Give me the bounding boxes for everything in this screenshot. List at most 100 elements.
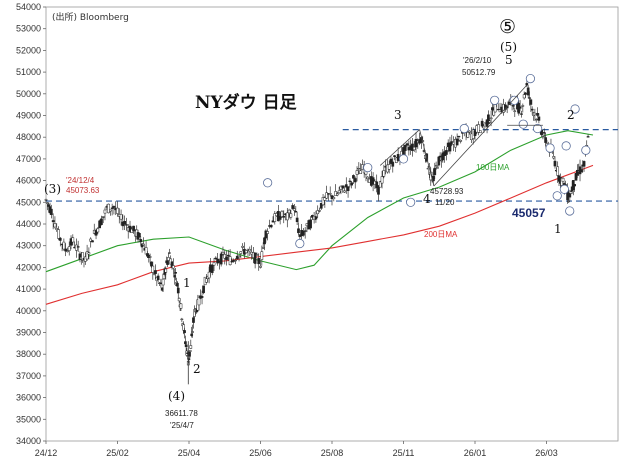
candle-body [336,193,339,196]
candle-body [239,251,243,254]
plot-frame [45,6,619,442]
candle-body [103,209,107,214]
circled-marker [561,141,571,151]
circled-markers [263,74,591,249]
y-tick-label: 53000 [16,24,41,34]
x-axis: 24/12 25/02 25/04 25/06 25/08 25/11 26/01 26/03 [35,441,558,458]
candle-body [205,278,208,283]
circled-marker [509,95,519,105]
candle-body [377,185,380,195]
candle-body [138,233,141,238]
y-grid [45,6,619,442]
x-tick-label: 24/12 [35,448,58,458]
candle-body [586,136,590,138]
candle-body [344,184,348,188]
y-tick-label: 51000 [16,67,41,77]
candle-body [101,216,105,218]
candle-body [580,169,583,173]
circled-marker [263,178,273,188]
candle-body [521,105,525,107]
candle-body [302,231,305,236]
candle-body [189,345,193,349]
x-tick-label: 26/03 [535,448,558,458]
candle-body [187,358,191,361]
y-tick-label: 47000 [16,154,41,164]
candle-body [436,167,439,169]
candle-body [94,230,98,236]
candle-body [389,158,393,164]
wave-label-5: (5) [500,40,517,54]
candle-body [582,161,586,167]
candle-body [62,241,66,250]
candle-body [480,120,484,127]
candle-body [482,125,486,129]
candle-body [179,303,183,309]
candle-body [58,237,62,241]
circled-marker [363,162,373,173]
candle-body [343,190,346,193]
candle-body [513,110,517,112]
candle-body [210,264,214,273]
candle-body [257,258,261,265]
candle-body [393,155,396,157]
candle-body [294,211,298,213]
low-2025-value: 36611.78 [165,409,198,418]
sub-wave-2-label: 2 [193,362,201,376]
candle-body [448,142,452,152]
x-tick-label: 25/06 [249,448,272,458]
candle-body [328,193,332,195]
candle-body [207,271,211,279]
candle-body [248,249,252,252]
trend-lines [379,84,543,187]
candle-body [466,132,470,138]
candle-body [66,250,69,253]
candle-body [172,265,175,269]
sub-wave-2b-label: 2 [567,108,575,122]
candle-body [226,254,230,257]
y-tick-label: 38000 [16,349,41,359]
candle-body [255,254,259,256]
candle-body [387,164,391,170]
candle-body [119,214,123,220]
candle-body [45,202,49,204]
candle-body [350,182,354,186]
candle-body [437,156,441,166]
candle-body [341,185,345,189]
candle-body [348,180,352,182]
candle-body [144,247,148,255]
y-tick-label: 54000 [16,2,41,12]
candle-body [128,225,132,232]
candle-body [110,207,114,209]
candle-body [316,210,320,215]
candle-body [477,124,480,133]
candle-body [412,146,416,151]
candle-body [51,220,55,223]
candle-body [148,256,152,258]
candle-body [438,155,442,158]
circled-marker [295,238,305,249]
candle-body [112,206,116,208]
candle-body [53,223,57,228]
candle-body [319,202,323,209]
moving-average-lines [45,130,594,305]
ma200-label: 200日MA [424,230,458,239]
trend-line [433,84,528,187]
y-tick-label: 42000 [16,262,41,272]
mid-low-value: 45728.93 [430,187,464,196]
candle-body [473,130,477,136]
candle-body [569,191,573,194]
candle-body [520,113,523,115]
candle-body [219,253,223,265]
candle-body [488,120,492,123]
y-tick-label: 34000 [16,436,41,446]
candle-body [200,296,204,298]
peak-2026-date: '26/2/10 [463,56,492,65]
candle-body [184,344,188,348]
candle-body [352,175,355,179]
sub-wave-4-label: 4 [423,192,431,206]
candle-body [487,114,490,124]
candle-body [380,176,384,184]
candle-body [235,255,239,259]
circled-marker [490,95,500,105]
candle-body [378,181,382,188]
